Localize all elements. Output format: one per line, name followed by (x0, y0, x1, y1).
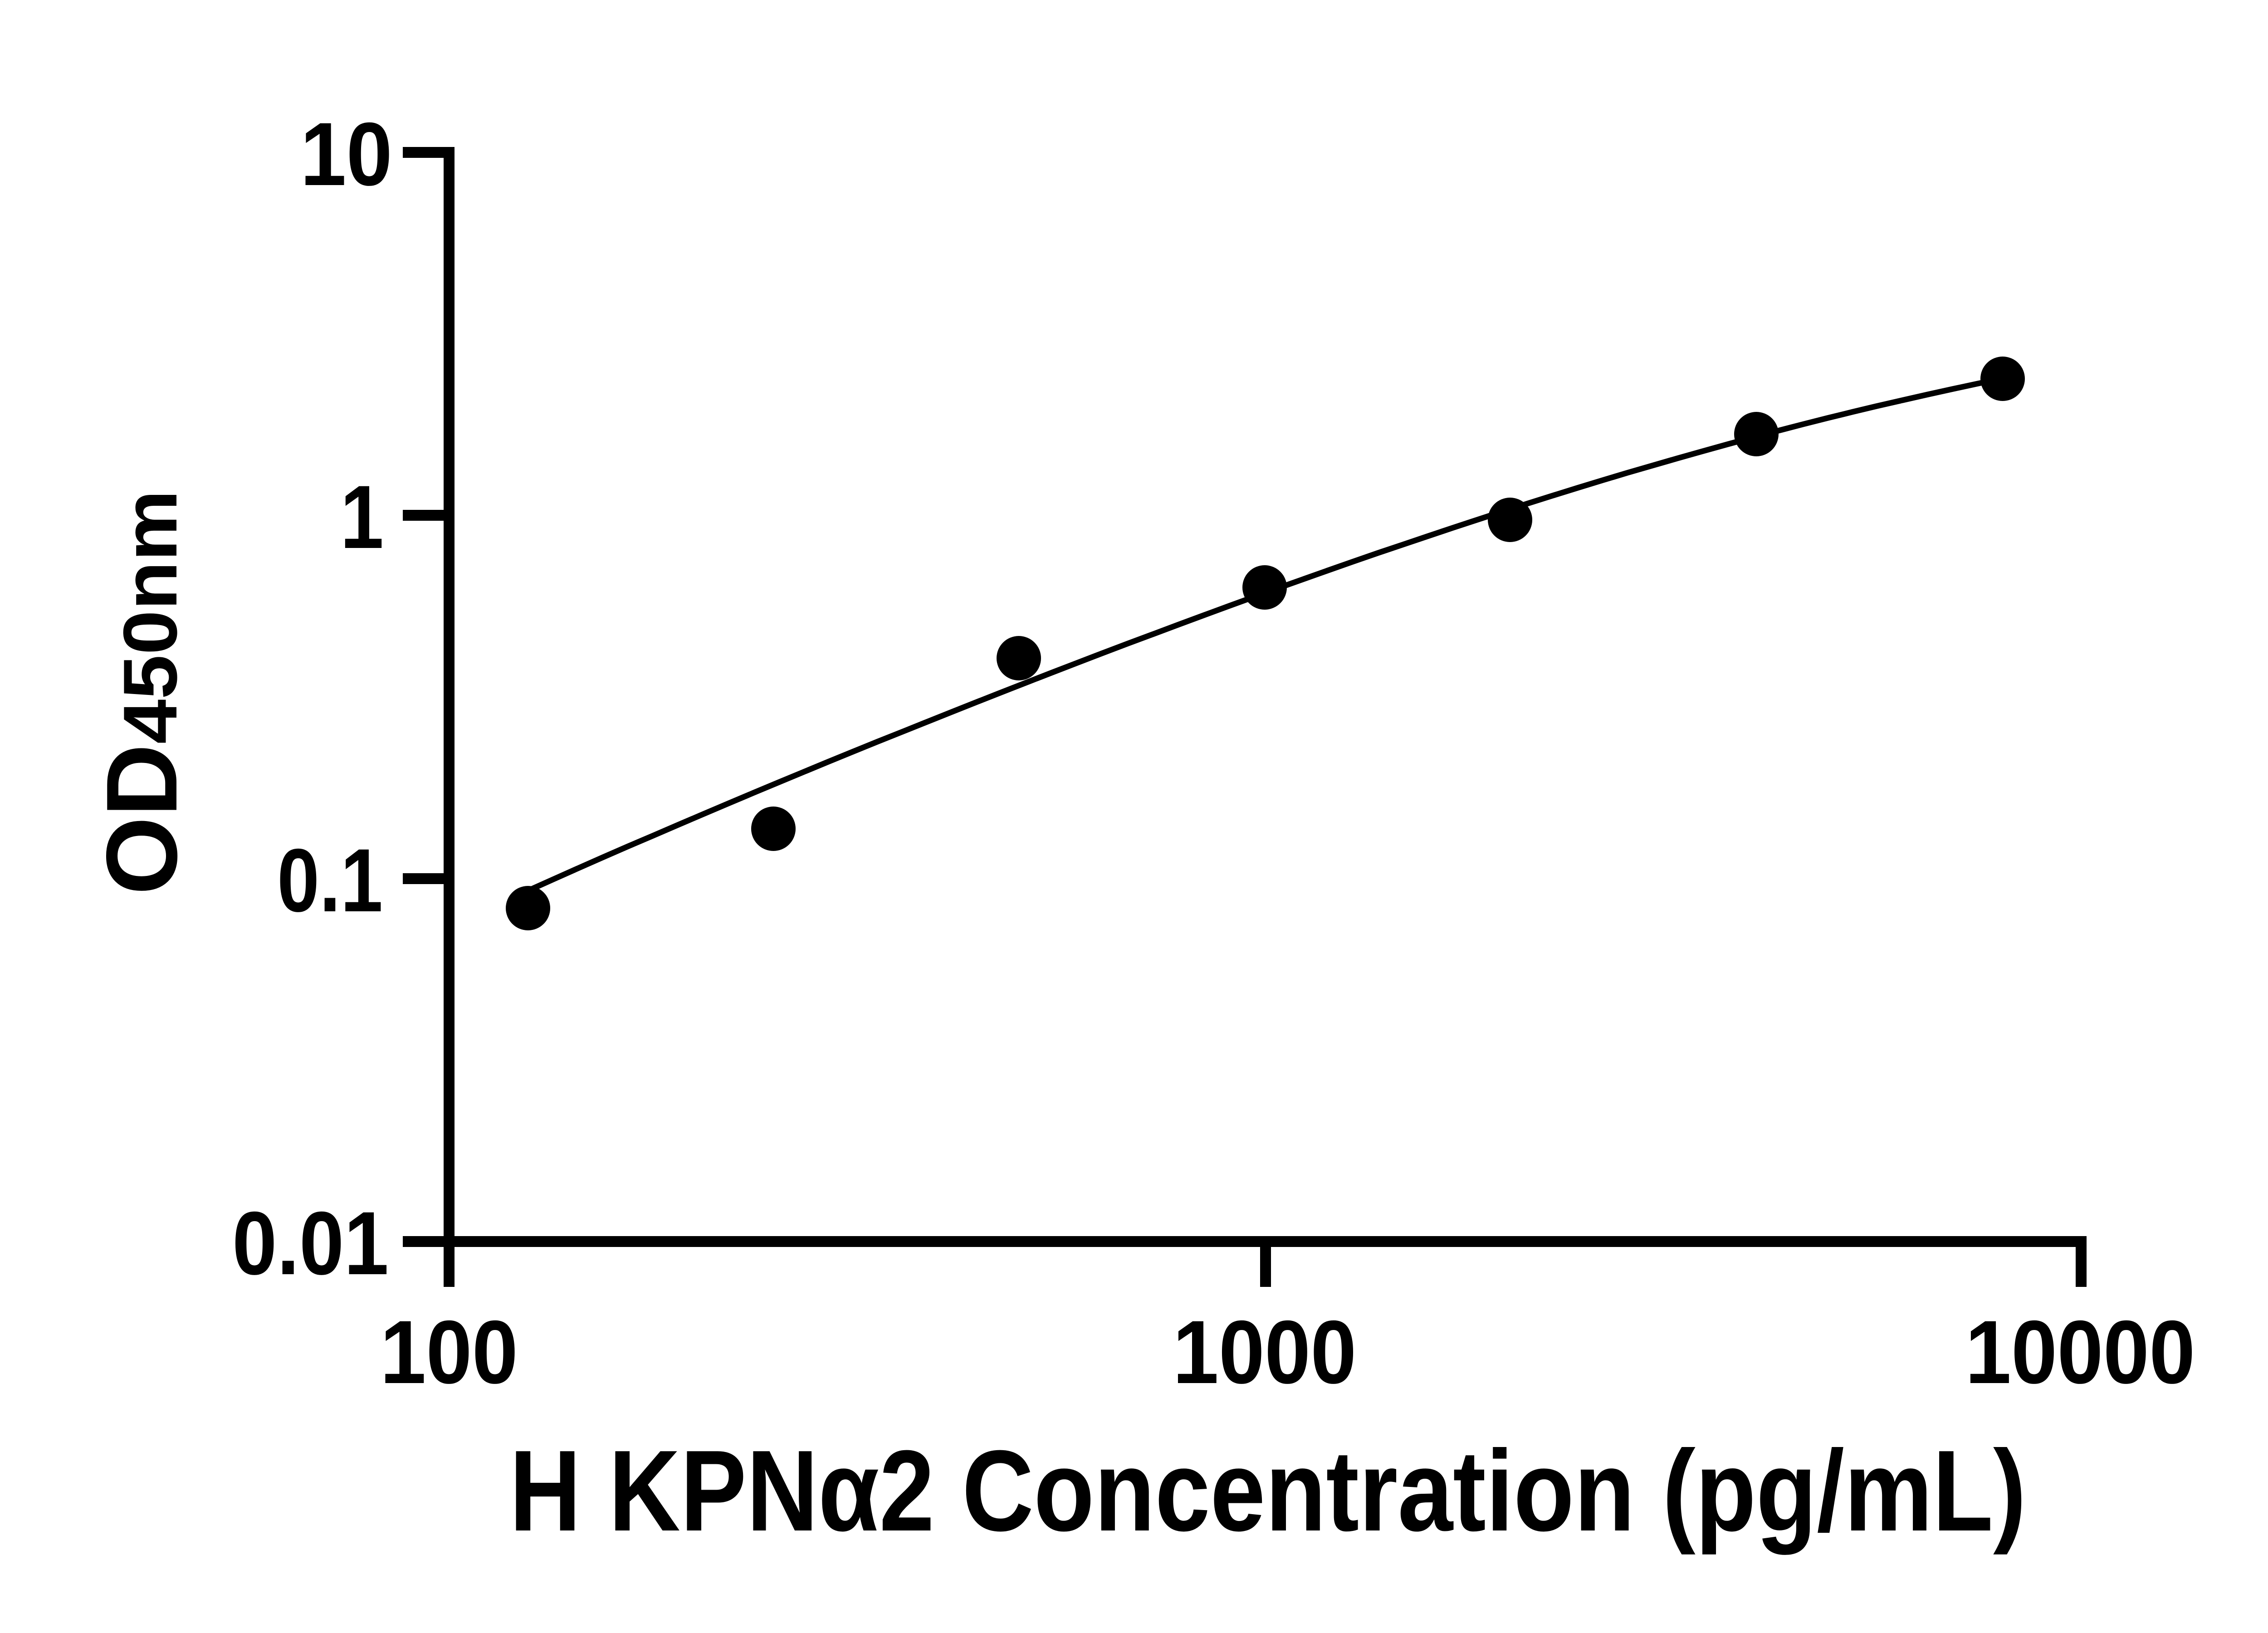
svg-text:10000: 10000 (1965, 1302, 2195, 1402)
svg-text:0.01: 0.01 (232, 1193, 389, 1293)
svg-text:H KPNα2 Concentration (pg/mL): H KPNα2 Concentration (pg/mL) (509, 1426, 2026, 1555)
svg-text:1000: 1000 (1173, 1302, 1357, 1402)
svg-text:1: 1 (340, 467, 384, 567)
svg-text:100: 100 (380, 1302, 518, 1402)
svg-text:0.1: 0.1 (277, 830, 383, 930)
svg-text:OD450nm: OD450nm (86, 490, 198, 895)
svg-text:10: 10 (300, 104, 392, 204)
